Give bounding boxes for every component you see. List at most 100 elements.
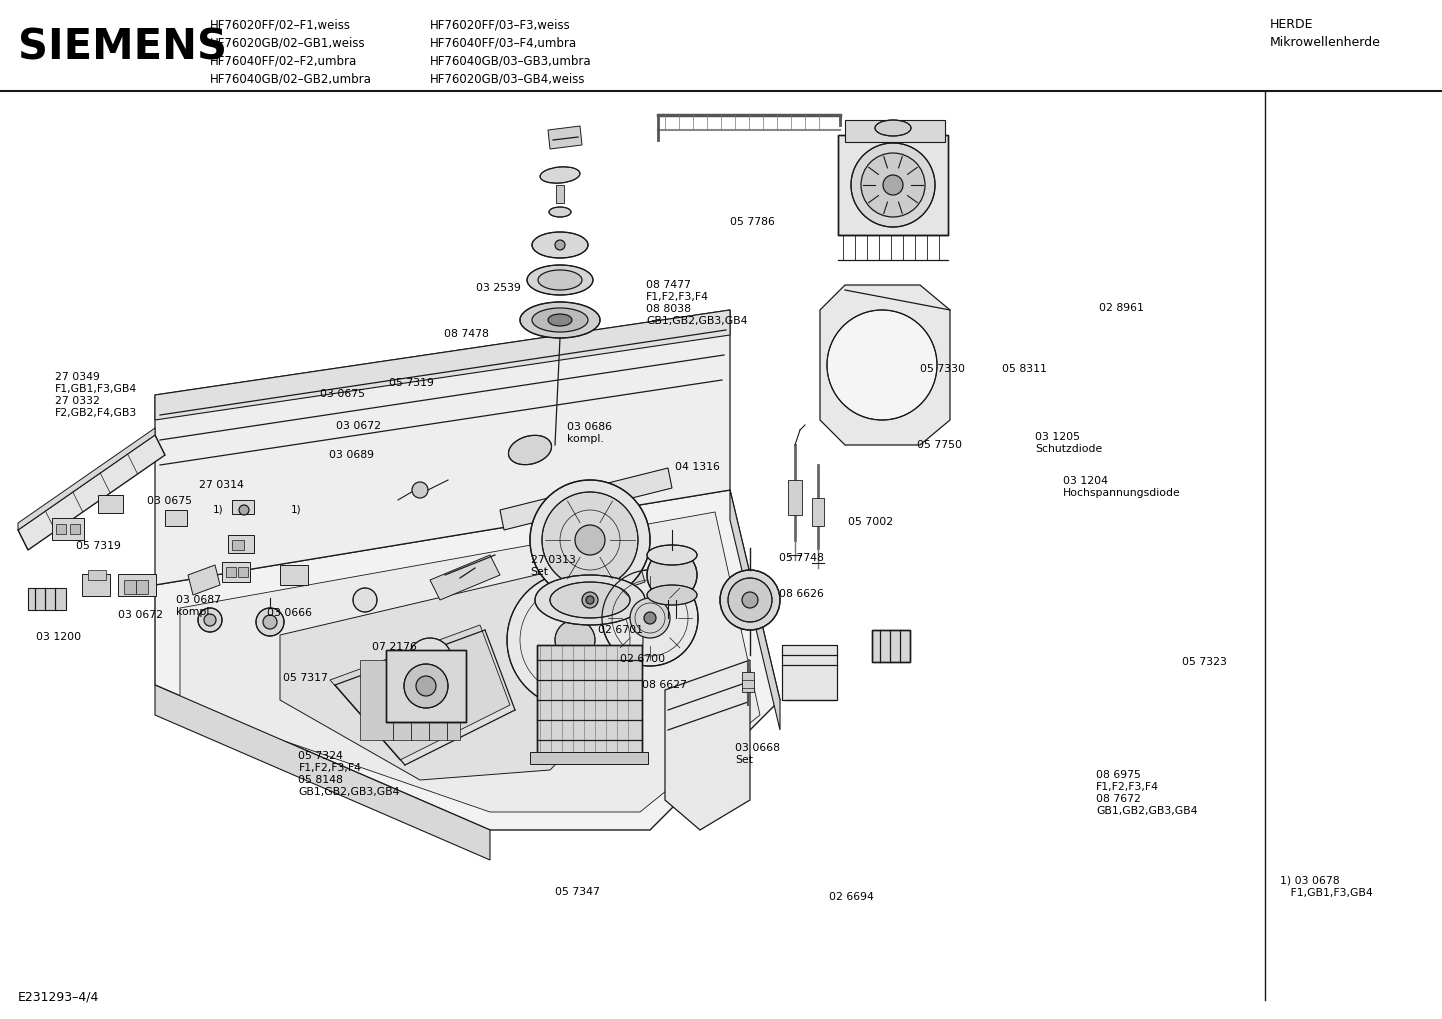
Polygon shape: [548, 126, 583, 149]
Bar: [386, 650, 466, 722]
Text: 27 0349
F1,GB1,F3,GB4
27 0332
F2,GB2,F4,GB3: 27 0349 F1,GB1,F3,GB4 27 0332 F2,GB2,F4,…: [55, 372, 137, 419]
Bar: [838, 135, 947, 235]
Bar: [845, 120, 945, 142]
Bar: [164, 510, 187, 526]
Bar: [782, 645, 836, 700]
Polygon shape: [730, 490, 780, 730]
Text: 02 6701: 02 6701: [598, 625, 643, 635]
Text: 03 0689: 03 0689: [329, 450, 373, 461]
Text: 03 0686
kompl.: 03 0686 kompl.: [567, 422, 611, 444]
Circle shape: [531, 480, 650, 600]
Bar: [280, 565, 309, 585]
Circle shape: [555, 620, 596, 660]
Bar: [232, 540, 244, 550]
Bar: [872, 630, 910, 662]
Text: 02 8961: 02 8961: [1099, 303, 1144, 313]
Text: 05 7319: 05 7319: [389, 378, 434, 388]
Text: 05 7317: 05 7317: [283, 673, 327, 683]
Text: 03 0668
Set: 03 0668 Set: [735, 743, 780, 765]
Text: E231293–4/4: E231293–4/4: [17, 990, 99, 1003]
Text: 05 7323: 05 7323: [1182, 657, 1227, 667]
Ellipse shape: [647, 585, 696, 605]
Text: HF76020FF/02–F1,weiss: HF76020FF/02–F1,weiss: [211, 18, 350, 31]
Text: HERDE: HERDE: [1270, 18, 1314, 31]
Bar: [88, 570, 107, 580]
Circle shape: [583, 592, 598, 608]
Bar: [232, 500, 254, 514]
Polygon shape: [500, 468, 672, 530]
Text: 05 7748: 05 7748: [779, 553, 823, 564]
Bar: [56, 524, 66, 534]
Polygon shape: [17, 435, 164, 550]
Polygon shape: [610, 565, 645, 592]
Circle shape: [851, 143, 934, 227]
Text: 05 7750: 05 7750: [917, 440, 962, 450]
Circle shape: [728, 578, 771, 622]
Circle shape: [262, 615, 277, 629]
Text: 05 7319: 05 7319: [76, 541, 121, 551]
Ellipse shape: [526, 265, 593, 294]
Circle shape: [883, 175, 903, 195]
Bar: [52, 518, 84, 540]
Bar: [118, 574, 156, 596]
Circle shape: [630, 598, 671, 638]
Text: HF76020FF/03–F3,weiss: HF76020FF/03–F3,weiss: [430, 18, 571, 31]
Bar: [82, 574, 110, 596]
Text: 1) 03 0678
   F1,GB1,F3,GB4: 1) 03 0678 F1,GB1,F3,GB4: [1280, 875, 1373, 898]
Ellipse shape: [541, 167, 580, 183]
Circle shape: [404, 664, 448, 708]
Polygon shape: [820, 285, 950, 445]
Text: 08 7478: 08 7478: [444, 329, 489, 339]
Ellipse shape: [548, 314, 572, 326]
Bar: [531, 752, 647, 764]
Bar: [386, 650, 466, 722]
Text: HF76020GB/03–GB4,weiss: HF76020GB/03–GB4,weiss: [430, 72, 585, 85]
Text: 08 6626: 08 6626: [779, 589, 823, 599]
Text: 05 7786: 05 7786: [730, 217, 774, 227]
Circle shape: [743, 592, 758, 608]
Text: 27 0314: 27 0314: [199, 480, 244, 490]
Text: 03 0675: 03 0675: [320, 389, 365, 399]
Circle shape: [239, 505, 249, 515]
Ellipse shape: [549, 582, 630, 618]
Text: 03 0675: 03 0675: [147, 496, 192, 506]
Bar: [226, 567, 236, 577]
Bar: [557, 185, 564, 203]
Bar: [71, 524, 79, 534]
Text: 08 6627: 08 6627: [642, 680, 686, 690]
Polygon shape: [154, 490, 780, 830]
Bar: [27, 588, 66, 610]
Bar: [872, 630, 910, 662]
Text: 07 2176: 07 2176: [372, 642, 417, 652]
Circle shape: [720, 570, 780, 630]
Text: 03 0672: 03 0672: [118, 610, 163, 621]
Text: 03 1205
Schutzdiode: 03 1205 Schutzdiode: [1035, 432, 1103, 454]
Bar: [812, 498, 823, 526]
Polygon shape: [154, 310, 730, 420]
Ellipse shape: [538, 270, 583, 290]
Text: 05 7347: 05 7347: [555, 887, 600, 897]
Bar: [124, 580, 136, 594]
Circle shape: [828, 310, 937, 420]
Text: 1): 1): [291, 505, 301, 515]
Text: 02 6694: 02 6694: [829, 892, 874, 902]
Polygon shape: [187, 565, 221, 595]
Polygon shape: [665, 660, 750, 830]
Circle shape: [575, 525, 606, 555]
Ellipse shape: [549, 207, 571, 217]
Ellipse shape: [532, 232, 588, 258]
Circle shape: [198, 608, 222, 632]
Text: 1): 1): [213, 505, 224, 515]
Polygon shape: [430, 555, 500, 600]
Polygon shape: [330, 625, 510, 760]
Text: HF76020GB/02–GB1,weiss: HF76020GB/02–GB1,weiss: [211, 36, 366, 49]
Circle shape: [555, 240, 565, 250]
Bar: [136, 580, 149, 594]
Text: 03 1200: 03 1200: [36, 632, 81, 642]
Bar: [782, 645, 836, 700]
Bar: [536, 645, 642, 755]
Polygon shape: [154, 685, 490, 860]
Bar: [536, 645, 642, 755]
Text: 08 6975
F1,F2,F3,F4
08 7672
GB1,GB2,GB3,GB4: 08 6975 F1,F2,F3,F4 08 7672 GB1,GB2,GB3,…: [1096, 769, 1197, 816]
Text: 02 6700: 02 6700: [620, 654, 665, 664]
